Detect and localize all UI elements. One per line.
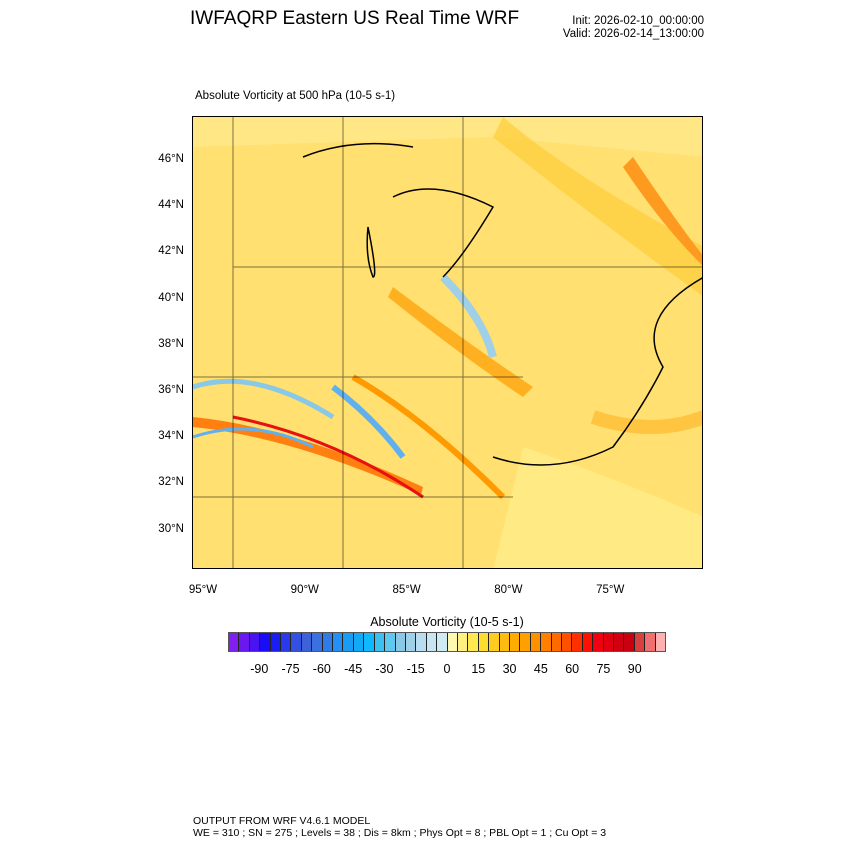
lon-label: 90°W — [290, 584, 319, 596]
colorbar-swatch — [614, 633, 625, 651]
colorbar-label: 15 — [471, 662, 486, 676]
lon-label: 95°W — [188, 584, 218, 596]
colorbar-label: 45 — [533, 662, 548, 676]
colorbar-swatch — [582, 633, 594, 651]
colorbar-swatch — [530, 633, 542, 651]
lon-label: 85°W — [392, 584, 421, 596]
colorbar-swatch — [551, 633, 562, 651]
footer-config: WE = 310 ; SN = 275 ; Levels = 38 ; Dis … — [193, 827, 607, 839]
colorbar-swatch — [645, 633, 656, 651]
colorbar-swatch — [499, 633, 510, 651]
colorbar-swatch — [395, 633, 406, 651]
colorbar — [228, 632, 666, 652]
lon-label: 80°W — [494, 584, 523, 596]
colorbar-swatch — [405, 633, 417, 651]
lat-label: 34°N — [158, 430, 184, 443]
colorbar-swatch — [447, 633, 458, 651]
colorbar-swatch — [624, 633, 635, 651]
colorbar-label: -75 — [281, 662, 300, 676]
colorbar-swatch — [322, 633, 334, 651]
lat-label: 38°N — [158, 337, 184, 350]
colorbar-swatch — [603, 633, 615, 651]
lat-label: 46°N — [158, 153, 184, 165]
valid-time: Valid: 2026-02-14_13:00:00 — [562, 28, 704, 40]
colorbar-swatch — [249, 633, 261, 651]
colorbar-swatch — [437, 633, 448, 651]
colorbar-swatch — [457, 633, 469, 651]
colorbar-swatch — [374, 633, 386, 651]
colorbar-swatch — [541, 633, 552, 651]
colorbar-swatch — [489, 633, 500, 651]
lat-label: 32°N — [158, 476, 184, 489]
lat-label: 40°N — [158, 291, 184, 304]
colorbar-swatch — [562, 633, 573, 651]
colorbar-swatch — [333, 633, 344, 651]
colorbar-swatch — [468, 633, 479, 651]
colorbar-label: 0 — [443, 662, 451, 676]
colorbar-swatch — [572, 633, 583, 651]
page-title: IWFAQRP Eastern US Real Time WRF — [190, 8, 520, 29]
colorbar-swatch — [478, 633, 490, 651]
colorbar-swatch — [291, 633, 302, 651]
lon-label: 75°W — [596, 584, 625, 596]
colorbar-swatch — [281, 633, 292, 651]
lat-label: 30°N — [158, 522, 184, 535]
lat-label: 42°N — [158, 245, 184, 258]
colorbar-swatch — [520, 633, 531, 651]
colorbar-swatch — [655, 633, 666, 651]
colorbar-swatch — [229, 633, 240, 651]
colorbar-swatch — [270, 633, 282, 651]
colorbar-swatch — [634, 633, 646, 651]
colorbar-swatch — [364, 633, 375, 651]
colorbar-label: 75 — [596, 662, 611, 676]
colorbar-swatch — [509, 633, 521, 651]
colorbar-swatch — [385, 633, 396, 651]
colorbar-label: -15 — [406, 662, 425, 676]
colorbar-swatch — [301, 633, 313, 651]
colorbar-swatch — [239, 633, 250, 651]
colorbar-swatch — [343, 633, 354, 651]
colorbar-swatch — [416, 633, 427, 651]
lat-label: 44°N — [158, 199, 184, 212]
lat-label: 36°N — [158, 384, 184, 396]
colorbar-label: -90 — [250, 662, 269, 676]
init-time: Init: 2026-02-10_00:00:00 — [572, 15, 704, 27]
colorbar-swatch — [260, 633, 271, 651]
colorbar-label: -30 — [375, 662, 394, 676]
colorbar-swatch — [426, 633, 438, 651]
colorbar-label: 60 — [565, 662, 580, 676]
colorbar-label: -60 — [312, 662, 331, 676]
plot-subtitle: Absolute Vorticity at 500 hPa (10-5 s-1) — [195, 90, 396, 102]
colorbar-label: 30 — [502, 662, 517, 676]
colorbar-label: -45 — [344, 662, 363, 676]
colorbar-label: 90 — [627, 662, 642, 676]
map-field — [193, 117, 702, 568]
colorbar-swatch — [353, 633, 365, 651]
vorticity-map — [192, 116, 703, 569]
footer-model: OUTPUT FROM WRF V4.6.1 MODEL — [193, 815, 371, 827]
colorbar-swatch — [312, 633, 323, 651]
colorbar-swatch — [593, 633, 604, 651]
colorbar-title: Absolute Vorticity (10-5 s-1) — [370, 615, 524, 629]
